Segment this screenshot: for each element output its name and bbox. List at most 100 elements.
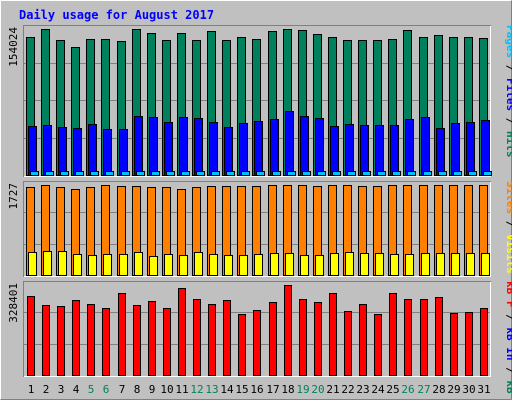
panel-legend-label: Sites / Visits (504, 181, 512, 274)
chart-title: Daily usage for August 2017 (19, 8, 214, 22)
bar-kb-f-14 (223, 300, 231, 376)
bar-kb-f-16 (253, 310, 261, 376)
bar-visits-27 (421, 253, 430, 276)
bar-files-24 (375, 125, 384, 176)
series-visits (28, 251, 490, 276)
bar-visits-31 (481, 253, 490, 276)
bar-visits-29 (451, 253, 460, 276)
x-tick-label: 2 (43, 383, 50, 396)
bar-files-4 (73, 128, 82, 176)
bar-kb-f-19 (299, 299, 307, 376)
bar-kb-f-29 (450, 313, 458, 376)
bar-files-29 (451, 123, 460, 176)
bar-pages-13 (211, 171, 220, 176)
bar-visits-26 (405, 254, 414, 276)
x-tick-label: 11 (175, 383, 188, 396)
bar-kb-f-12 (193, 299, 201, 376)
x-tick-label: 6 (103, 383, 110, 396)
bar-pages-19 (302, 171, 311, 176)
bar-files-7 (119, 129, 128, 176)
bar-pages-14 (226, 171, 235, 176)
bar-files-13 (209, 122, 218, 176)
bar-kb-f-7 (118, 293, 126, 376)
bar-files-28 (436, 128, 445, 176)
bar-pages-16 (256, 171, 265, 176)
bar-kb-f-27 (420, 299, 428, 376)
panel-legend-label: Pages / Files / Hits (504, 25, 512, 158)
bar-visits-13 (209, 254, 218, 276)
legend-part: / (504, 361, 512, 381)
bar-pages-10 (166, 171, 175, 176)
bar-files-12 (194, 118, 203, 176)
legend-part: / (504, 308, 512, 328)
bar-pages-23 (362, 171, 371, 176)
bar-files-5 (88, 124, 97, 176)
x-tick-label: 9 (149, 383, 156, 396)
bar-kb-f-21 (329, 293, 337, 376)
bar-visits-24 (375, 253, 384, 276)
bar-files-9 (149, 117, 158, 176)
legend-part: Pages (504, 25, 512, 58)
bar-kb-f-25 (389, 293, 397, 376)
x-tick-label: 15 (235, 383, 248, 396)
bar-files-15 (239, 123, 248, 176)
panel-max-label: 1727 (7, 183, 20, 210)
bar-pages-12 (196, 171, 205, 176)
x-tick-label: 19 (296, 383, 309, 396)
bar-files-19 (300, 116, 309, 176)
bar-visits-18 (285, 253, 294, 276)
bar-files-31 (481, 120, 490, 176)
bar-kb-f-23 (359, 304, 367, 376)
x-tick-label: 7 (119, 383, 126, 396)
bar-pages-1 (30, 171, 39, 176)
bar-visits-17 (270, 253, 279, 276)
bar-files-14 (224, 127, 233, 176)
bar-files-18 (285, 111, 294, 176)
bar-visits-9 (149, 256, 158, 276)
bar-kb-f-26 (404, 299, 412, 376)
bar-kb-f-28 (435, 297, 443, 376)
bar-pages-27 (423, 171, 432, 176)
legend-part: kB F (504, 281, 512, 308)
bar-pages-26 (407, 171, 416, 176)
bar-kb-f-30 (465, 312, 473, 376)
bar-visits-22 (345, 252, 354, 276)
bar-kb-f-18 (284, 285, 292, 376)
bar-kb-f-5 (87, 304, 95, 376)
panel-legend-label: kB F / kB In / kB Out (504, 281, 512, 400)
bar-pages-25 (392, 171, 401, 176)
x-tick-label: 24 (371, 383, 385, 396)
x-tick-label: 10 (160, 383, 173, 396)
bar-pages-15 (241, 171, 250, 176)
series-files (28, 111, 490, 176)
bar-visits-8 (134, 252, 143, 276)
bar-pages-8 (136, 171, 145, 176)
series-pages (30, 171, 492, 176)
bar-pages-29 (453, 171, 462, 176)
bar-files-17 (270, 119, 279, 176)
x-tick-label: 8 (134, 383, 141, 396)
legend-part: / (504, 214, 512, 234)
bar-kb-f-9 (148, 301, 156, 376)
bar-visits-3 (58, 251, 67, 276)
bar-visits-5 (88, 255, 97, 276)
x-tick-label: 12 (190, 383, 203, 396)
bar-pages-31 (483, 171, 492, 176)
bar-visits-25 (390, 254, 399, 276)
x-tick-label: 3 (58, 383, 65, 396)
x-tick-label: 31 (477, 383, 490, 396)
bar-pages-22 (347, 171, 356, 176)
x-axis-tick-labels: 1 2 3 4 5 6 7 8 9 10 11 12 13 14 15 16 17 18 19 20 21 22 23 24 2… (28, 383, 491, 396)
x-tick-label: 20 (311, 383, 324, 396)
bar-pages-7 (121, 171, 130, 176)
bar-files-6 (103, 129, 112, 176)
bar-visits-11 (179, 255, 188, 276)
x-tick-label: 18 (281, 383, 294, 396)
bar-pages-24 (377, 171, 386, 176)
bar-files-30 (466, 122, 475, 176)
bar-files-21 (330, 126, 339, 176)
bar-kb-f-31 (480, 308, 488, 376)
bar-files-27 (421, 117, 430, 176)
